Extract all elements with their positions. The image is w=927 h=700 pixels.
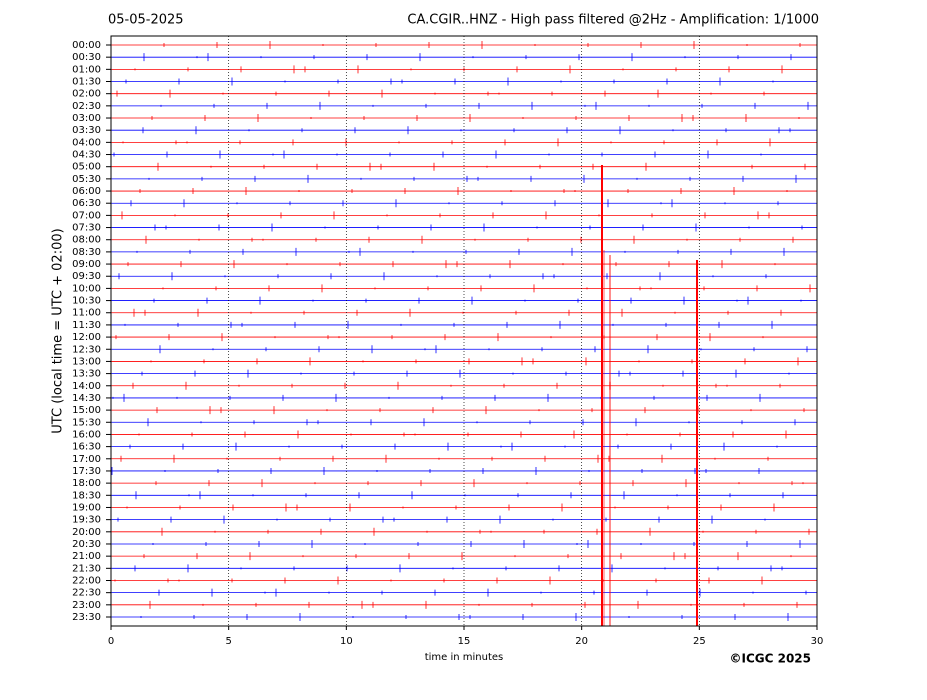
y-axis-label: UTC (local time = UTC + 02:00) (51, 228, 66, 433)
y-tick-label: 13:00 (72, 356, 101, 367)
y-tick-label: 09:00 (72, 259, 101, 270)
x-tick-label: 20 (575, 636, 588, 647)
y-tick-label: 08:30 (72, 247, 101, 258)
y-tick-label: 17:30 (72, 466, 101, 477)
y-tick-label: 10:30 (72, 296, 101, 307)
y-tick-label: 05:30 (72, 174, 101, 185)
x-tick-label: 10 (340, 636, 353, 647)
y-tick-label: 19:00 (72, 502, 101, 513)
copyright: ©ICGC 2025 (729, 652, 811, 666)
chart-title: CA.CGIR..HNZ - High pass filtered @2Hz -… (407, 13, 819, 28)
y-tick-label: 13:30 (72, 369, 101, 380)
y-tick-label: 02:30 (72, 101, 101, 112)
y-tick-label: 11:30 (72, 320, 101, 331)
y-tick-label: 04:30 (72, 150, 101, 161)
y-tick-label: 16:00 (72, 429, 101, 440)
y-tick-label: 06:00 (72, 186, 101, 197)
y-tick-label: 01:00 (72, 64, 101, 75)
x-tick-label: 30 (811, 636, 824, 647)
x-tick-label: 25 (693, 636, 706, 647)
y-tick-label: 06:30 (72, 198, 101, 209)
y-tick-label: 15:00 (72, 405, 101, 416)
y-tick-label: 21:00 (72, 551, 101, 562)
y-tick-label: 11:00 (72, 308, 101, 319)
y-tick-label: 10:00 (72, 283, 101, 294)
y-tick-label: 22:00 (72, 575, 101, 586)
y-tick-label: 00:30 (72, 52, 101, 63)
y-tick-label: 12:00 (72, 332, 101, 343)
y-tick-label: 14:30 (72, 393, 101, 404)
y-tick-label: 12:30 (72, 344, 101, 355)
date: 05-05-2025 (108, 13, 184, 28)
y-tick-label: 03:30 (72, 125, 101, 136)
y-tick-label: 21:30 (72, 563, 101, 574)
y-tick-label: 05:00 (72, 162, 101, 173)
x-tick-label: 0 (108, 636, 114, 647)
y-tick-label: 20:00 (72, 527, 101, 538)
y-tick-label: 01:30 (72, 77, 101, 88)
y-tick-label: 07:30 (72, 223, 101, 234)
x-tick-label: 5 (225, 636, 231, 647)
y-tick-label: 19:30 (72, 515, 101, 526)
y-tick-label: 04:00 (72, 137, 101, 148)
event-spikes (601, 165, 698, 626)
y-tick-label: 02:00 (72, 89, 101, 100)
y-tick-label: 08:00 (72, 235, 101, 246)
y-tick-label: 23:00 (72, 600, 101, 611)
y-tick-label: 23:30 (72, 612, 101, 623)
x-axis-label: time in minutes (425, 652, 504, 663)
y-tick-label: 09:30 (72, 271, 101, 282)
y-tick-label: 22:30 (72, 588, 101, 599)
y-tick-label: 15:30 (72, 417, 101, 428)
y-tick-label: 17:00 (72, 454, 101, 465)
y-tick-label: 18:00 (72, 478, 101, 489)
y-tick-label: 16:30 (72, 442, 101, 453)
y-tick-label: 03:00 (72, 113, 101, 124)
y-tick-label: 14:00 (72, 381, 101, 392)
y-tick-label: 07:00 (72, 210, 101, 221)
y-tick-label: 20:30 (72, 539, 101, 550)
y-tick-label: 18:30 (72, 490, 101, 501)
y-tick-label: 00:00 (72, 40, 101, 51)
x-tick-label: 15 (458, 636, 471, 647)
